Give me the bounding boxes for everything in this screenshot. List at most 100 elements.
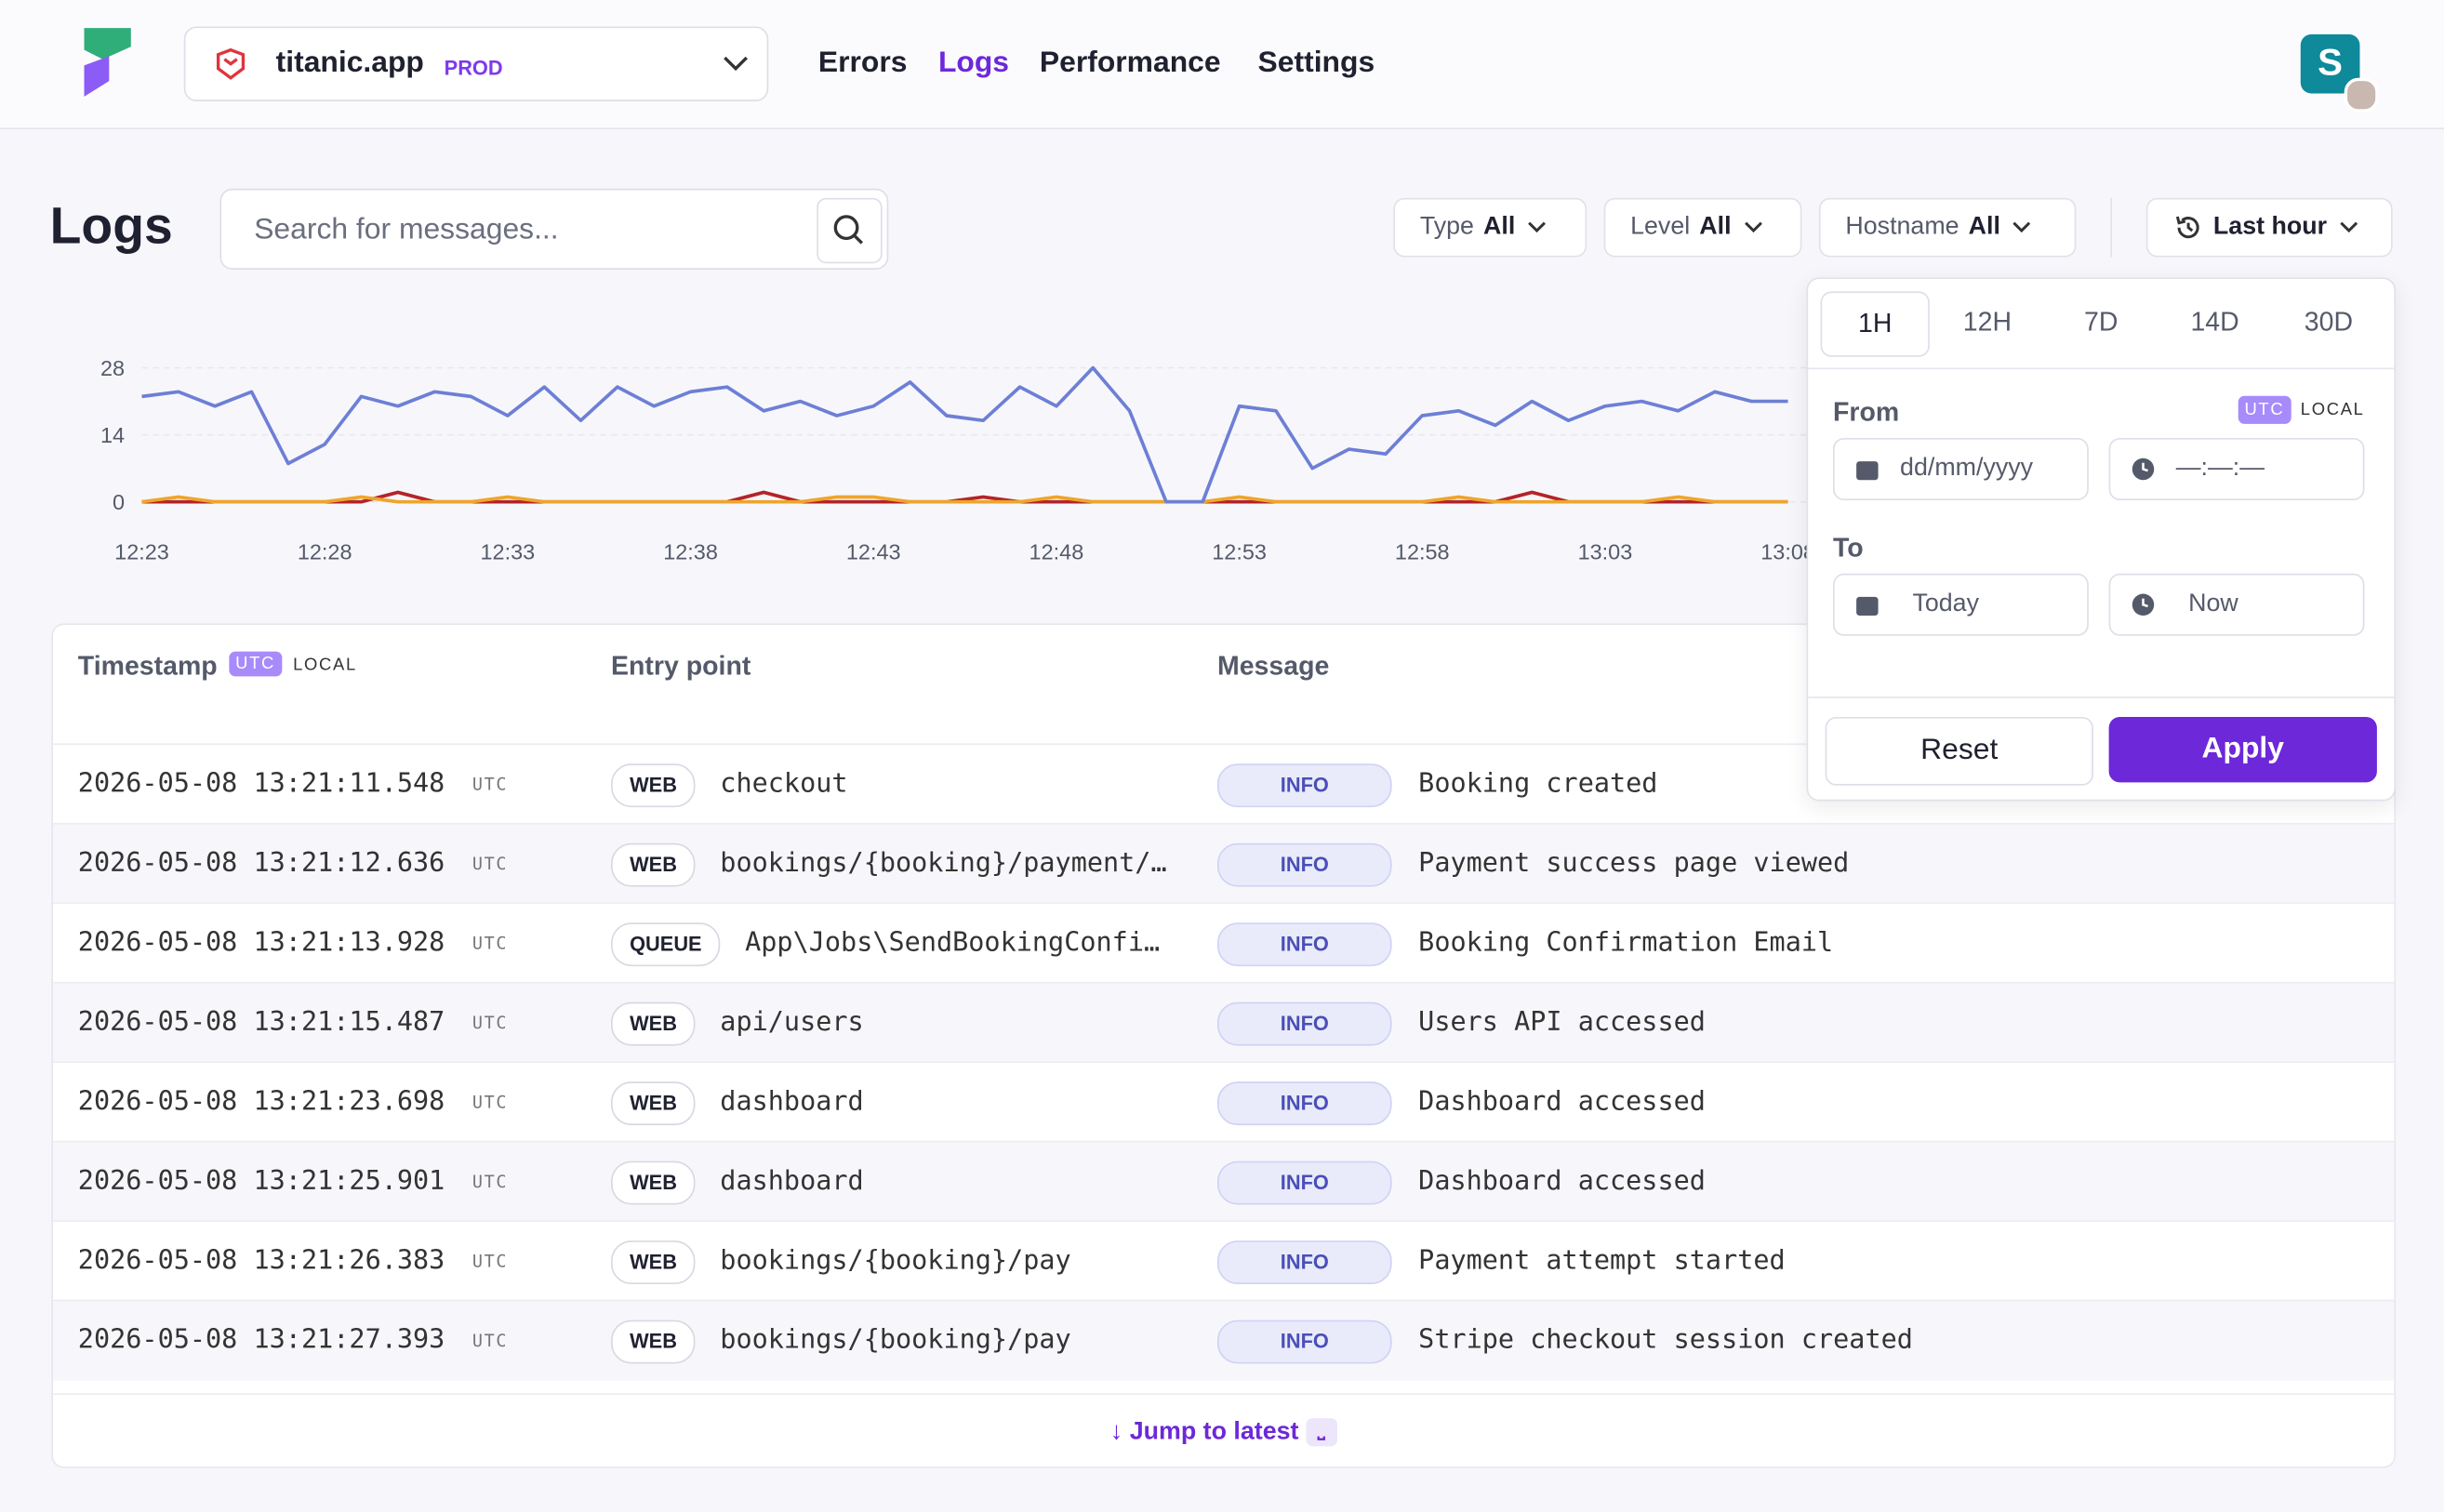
to-label: To [1832,533,1864,564]
calendar-icon [1856,461,1879,481]
x-tick-label: 12:33 [481,540,536,564]
to-time[interactable]: Now [2108,573,2365,636]
column-header: Entry point [610,651,751,682]
chevron [1528,221,1547,233]
nav-link[interactable]: Errors [817,46,908,80]
timestamp: 2026-05-08 13:21:27.393 [77,1324,445,1357]
user-photo [2344,77,2379,113]
tz-utc[interactable]: UTC [2238,395,2291,424]
preset-button[interactable]: 30D [2304,307,2354,338]
message: Users API accessed [1418,1006,1706,1039]
entry-type: WEB [610,1240,697,1285]
search-button[interactable] [817,197,883,264]
log-row[interactable]: 2026-05-08 13:21:27.393 UTC WEB bookings/{b… [52,1299,2395,1381]
time-range-button[interactable]: Last hour [2145,197,2393,258]
entry-point: api/users [720,1006,864,1039]
entry-point: bookings/{booking}/pay [720,1245,1071,1277]
chevron [2012,221,2031,233]
level-badge: INFO [1216,1161,1392,1205]
chart: 0 14 28 12:23 12:28 12:33 12:38 12:43 12:48 12:53… [100,356,2393,564]
date-picker: 1H 12H 7D 14D 30D From UTC LOCAL dd/mm/yyyy … [1806,277,2397,802]
timestamp: 2026-05-08 13:21:26.383 [77,1245,445,1277]
jump-bar: ↓ Jump to latest ⎵ [52,1393,2395,1467]
timezone: UTC [472,1013,509,1034]
to-date-value: Today [1912,590,1980,617]
timestamp: 2026-05-08 13:21:25.901 [77,1165,445,1198]
log-row[interactable]: 2026-05-08 13:21:12.636 UTC WEB bookings/{b… [52,822,2395,905]
page-title: Logs [49,196,173,255]
divider [1808,696,2395,698]
entry-point: bookings/{booking}/payment/… [720,847,1167,880]
message: Dashboard accessed [1418,1086,1706,1118]
nav-link[interactable]: Logs [937,46,1010,80]
from-date[interactable]: dd/mm/yyyy [1832,437,2089,500]
logo [84,28,131,97]
divider [2110,197,2112,258]
message: Dashboard accessed [1418,1165,1706,1198]
entry-type: WEB [610,1001,697,1046]
x-tick-label: 12:38 [663,540,718,564]
presets: 1H 12H 7D 14D 30D [1808,279,2395,370]
entry-point: dashboard [720,1165,864,1198]
column-header: Timestamp [77,651,218,682]
preset-button[interactable]: 7D [2084,307,2119,338]
entry-point: bookings/{booking}/pay [720,1324,1071,1357]
reset-button[interactable]: Reset [1825,716,2093,786]
timestamp: 2026-05-08 13:21:15.487 [77,1006,445,1039]
timezone: UTC [472,774,509,795]
x-tick-label: 13:03 [1578,540,1633,564]
search-placeholder: Search for messages... [254,213,559,246]
from-time[interactable]: —:—:— [2108,437,2365,500]
filter-button[interactable]: Level All [1603,197,1802,258]
timestamp: 2026-05-08 13:21:13.928 [77,927,445,959]
search-box[interactable]: Search for messages... [219,188,889,270]
jump-label: Jump to latest [1129,1418,1299,1446]
apply-button[interactable]: Apply [2108,716,2377,783]
filter-label: Level [1630,213,1691,241]
level-badge: INFO [1216,763,1392,808]
series-line [141,495,1788,504]
filter-button[interactable]: Hostname All [1818,197,2077,258]
to-date[interactable]: Today [1832,573,2089,636]
y-tick-label: 14 [100,423,125,447]
log-row[interactable]: 2026-05-08 13:21:13.928 UTC QUEUE App\Jobs\… [52,902,2395,984]
level-badge: INFO [1216,1081,1392,1126]
entry-point: dashboard [720,1086,864,1118]
log-row[interactable]: 2026-05-08 13:21:23.698 UTC WEB dashboard IN… [52,1061,2395,1143]
nav-link[interactable]: Performance [1039,46,1221,80]
level-badge: INFO [1216,1240,1392,1285]
y-tick-label: 28 [100,356,125,380]
time-placeholder: —:—:— [2175,455,2265,482]
timestamp: 2026-05-08 13:21:11.548 [77,768,445,800]
tz-local[interactable]: LOCAL [293,656,357,675]
entry-type: WEB [610,842,697,887]
entry-point: checkout [720,768,848,800]
x-tick-label: 12:58 [1395,540,1450,564]
tz-local[interactable]: LOCAL [2300,400,2365,419]
filter-button[interactable]: Type All [1393,197,1587,258]
history-icon [2175,216,2199,239]
preset-button[interactable]: 14D [2190,307,2239,338]
entry-type: WEB [610,763,697,808]
tz-utc[interactable]: UTC [229,651,282,677]
series-line [141,365,1788,504]
log-row[interactable]: 2026-05-08 13:21:26.383 UTC WEB bookings/{b… [52,1220,2395,1302]
filter-label: Type [1419,213,1474,241]
preset-button[interactable]: 1H [1820,291,1930,357]
log-row[interactable]: 2026-05-08 13:21:15.487 UTC WEB api/users IN… [52,981,2395,1064]
column-header: Message [1216,651,1330,682]
preset-button[interactable]: 12H [1962,307,2012,338]
search-icon [833,215,864,245]
x-tick-label: 12:48 [1029,540,1084,564]
nav-link[interactable]: Settings [1257,46,1375,80]
jump-to-latest[interactable]: ↓ Jump to latest ⎵ [1110,1418,1337,1447]
log-row[interactable]: 2026-05-08 13:21:25.901 UTC WEB dashboard IN… [52,1140,2395,1222]
filter-value: All [1968,213,2000,241]
app-selector[interactable]: titanic.app PROD [183,26,769,101]
x-tick-label: 12:23 [114,540,169,564]
y-tick-label: 0 [113,490,125,514]
env-badge: PROD [444,56,503,80]
top-bar: titanic.app PROD Errors Logs Performance Se… [0,0,2444,130]
x-tick-label: 12:28 [298,540,352,564]
